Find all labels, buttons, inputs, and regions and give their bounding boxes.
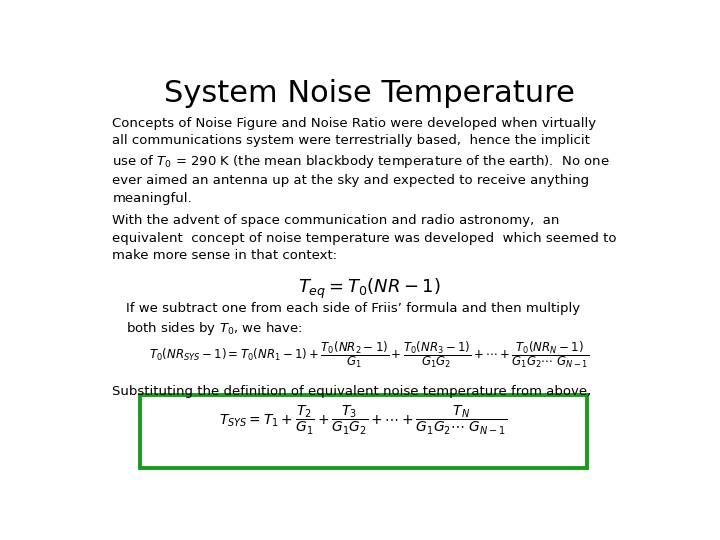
- Text: $T_0(NR_{SYS}-1)=T_0(NR_1-1)+\dfrac{T_0(NR_2-1)}{G_1}+\dfrac{T_0(NR_3-1)}{G_1G_2: $T_0(NR_{SYS}-1)=T_0(NR_1-1)+\dfrac{T_0(…: [149, 339, 589, 370]
- Text: $T_{eq}=T_0(NR-1)$: $T_{eq}=T_0(NR-1)$: [297, 277, 441, 301]
- Text: $T_{SYS}=T_1+\dfrac{T_2}{G_1}+\dfrac{T_3}{G_1G_2}+\cdots+\dfrac{T_N}{G_1G_2\cdot: $T_{SYS}=T_1+\dfrac{T_2}{G_1}+\dfrac{T_3…: [220, 404, 508, 437]
- Text: With the advent of space communication and radio astronomy,  an
equivalent  conc: With the advent of space communication a…: [112, 214, 617, 262]
- Text: System Noise Temperature: System Noise Temperature: [163, 79, 575, 109]
- FancyBboxPatch shape: [140, 395, 587, 468]
- Text: Substituting the definition of equivalent noise temperature from above,: Substituting the definition of equivalen…: [112, 385, 592, 398]
- Text: If we subtract one from each side of Friis’ formula and then multiply
both sides: If we subtract one from each side of Fri…: [126, 302, 580, 337]
- Text: Concepts of Noise Figure and Noise Ratio were developed when virtually
all commu: Concepts of Noise Figure and Noise Ratio…: [112, 117, 610, 205]
